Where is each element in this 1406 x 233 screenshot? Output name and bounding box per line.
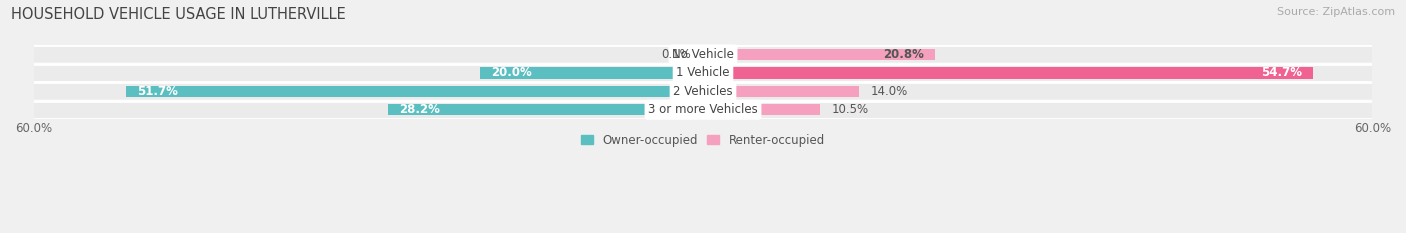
Text: 20.8%: 20.8% — [883, 48, 924, 61]
Bar — [388, 104, 703, 116]
Text: Source: ZipAtlas.com: Source: ZipAtlas.com — [1277, 7, 1395, 17]
Text: 3 or more Vehicles: 3 or more Vehicles — [648, 103, 758, 116]
Text: 20.0%: 20.0% — [491, 66, 531, 79]
Legend: Owner-occupied, Renter-occupied: Owner-occupied, Renter-occupied — [576, 129, 830, 151]
Text: 1 Vehicle: 1 Vehicle — [676, 66, 730, 79]
Bar — [34, 65, 1372, 81]
Bar — [34, 83, 1372, 99]
Text: 54.7%: 54.7% — [1261, 66, 1302, 79]
Bar — [479, 67, 703, 79]
Bar — [703, 67, 1313, 79]
Text: No Vehicle: No Vehicle — [672, 48, 734, 61]
Text: 10.5%: 10.5% — [831, 103, 869, 116]
Bar — [127, 86, 703, 97]
Text: 28.2%: 28.2% — [399, 103, 440, 116]
Text: 14.0%: 14.0% — [870, 85, 908, 98]
Text: 51.7%: 51.7% — [138, 85, 179, 98]
Bar — [703, 104, 820, 116]
Bar — [34, 47, 1372, 62]
Bar — [703, 49, 935, 60]
Text: 2 Vehicles: 2 Vehicles — [673, 85, 733, 98]
Text: 0.1%: 0.1% — [661, 48, 690, 61]
Bar — [34, 102, 1372, 118]
Bar — [703, 86, 859, 97]
Text: HOUSEHOLD VEHICLE USAGE IN LUTHERVILLE: HOUSEHOLD VEHICLE USAGE IN LUTHERVILLE — [11, 7, 346, 22]
